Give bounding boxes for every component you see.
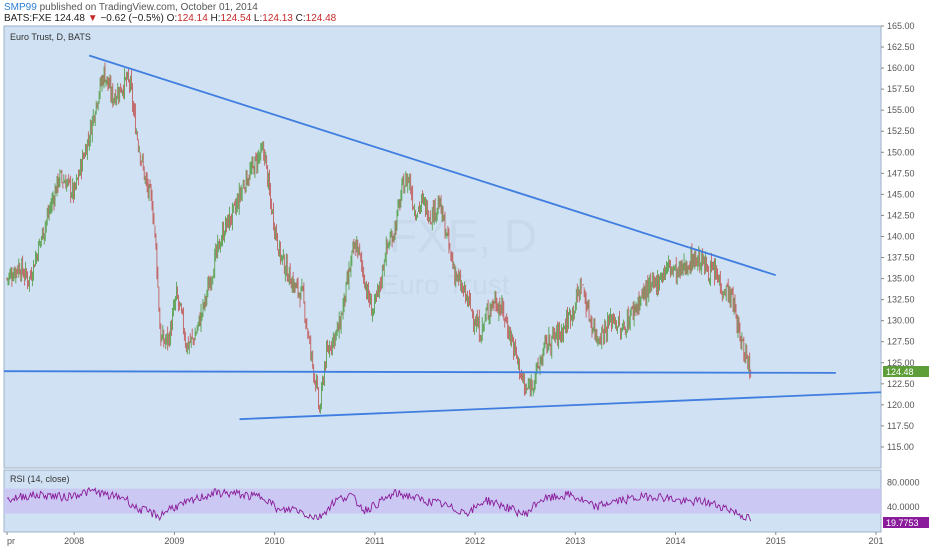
price-tag-label: 124.48: [886, 367, 914, 377]
price-axis-label: 132.50: [887, 295, 915, 305]
price-axis-label: 135.00: [887, 274, 915, 284]
price-axis-label: 155.00: [887, 105, 915, 115]
rsi-tag: 19.7753: [883, 517, 929, 528]
open-label: O:: [166, 13, 178, 24]
price-axis-label: 157.50: [887, 84, 915, 94]
rsi-tag-label: 19.7753: [886, 518, 919, 528]
rsi-pane-title: RSI (14, close): [10, 474, 70, 484]
rsi-band: [4, 488, 881, 514]
price-axis-label: 150.00: [887, 147, 915, 157]
price-change: −0.62 (−0.5%): [100, 13, 164, 24]
rsi-axis-label: 80.0000: [887, 477, 920, 487]
price-axis-label: 147.50: [887, 168, 915, 178]
publisher-name[interactable]: SMP99: [4, 2, 37, 13]
rsi-tag-background: [883, 517, 929, 528]
price-axis-label: 117.50: [887, 421, 914, 431]
ohlc-header: BATS:FXE 124.48 ▼ −0.62 (−0.5%) O:124.14…: [4, 13, 336, 24]
watermark-symbol: FXE, D: [389, 210, 537, 262]
price-axis-label: 165.00: [887, 21, 915, 31]
trendline: [239, 391, 882, 421]
price-axis-label: 160.00: [887, 63, 915, 73]
time-axis-label: 2012: [465, 536, 485, 546]
price-axis-label: 162.50: [887, 42, 915, 52]
axes: 115.00 117.50 120.00 122.50 125.00 127.50 130.…: [6, 21, 920, 546]
price-axis-label: 122.50: [887, 379, 915, 389]
price-axis-label: 130.00: [887, 316, 915, 326]
price-axis-label: 152.50: [887, 126, 915, 136]
price-axis-label: 115.00: [887, 442, 914, 452]
price-axis-label: 140.00: [887, 231, 915, 241]
close-label: C:: [295, 13, 306, 24]
price-axis-label: 137.50: [887, 253, 915, 263]
watermark-name: Euro Trust: [380, 269, 509, 300]
open-value: 124.14: [177, 13, 208, 24]
symbol-label: BATS:FXE: [4, 13, 52, 24]
rsi-line: [6, 486, 752, 522]
time-axis-label: 2009: [164, 536, 184, 546]
time-axis-label: 2014: [666, 536, 686, 546]
time-axis-label: pr: [7, 536, 15, 546]
low-label: L:: [253, 13, 263, 24]
price-axis-label: 125.00: [887, 358, 915, 368]
price-axis-label: 145.00: [887, 189, 915, 199]
time-axis-label: 201: [868, 536, 883, 546]
last-price: 124.48: [54, 13, 85, 24]
rsi-series: [4, 486, 881, 522]
time-axis-label: 2011: [365, 536, 384, 546]
time-axis-label: 2010: [265, 536, 285, 546]
close-value: 124.48: [305, 13, 337, 24]
price-series: [6, 62, 752, 414]
time-axis-label: 2015: [766, 536, 786, 546]
price-pane-background: [3, 25, 882, 469]
published-text: published on TradingView.com, October 01…: [39, 2, 258, 13]
price-pane-title: Euro Trust, D, BATS: [10, 32, 91, 42]
price-axis-label: 142.50: [887, 210, 915, 220]
high-value: 124.54: [220, 13, 252, 24]
published-header: SMP99 published on TradingView.com, Octo…: [4, 2, 258, 13]
high-label: H:: [210, 13, 221, 24]
trendline: [88, 54, 777, 277]
price-axis-label: 127.50: [887, 337, 915, 347]
rsi-axis-label: 40.0000: [887, 502, 920, 512]
trendline: [3, 370, 836, 374]
time-axis-label: 2008: [64, 536, 84, 546]
price-axis-label: 120.00: [887, 400, 915, 410]
time-axis-label: 2013: [565, 536, 585, 546]
low-value: 124.13: [262, 13, 293, 24]
down-arrow-icon: ▼: [87, 13, 98, 24]
trendlines[interactable]: [3, 54, 882, 421]
price-tag-background: [883, 366, 929, 377]
price-tag: 124.48: [883, 366, 929, 377]
